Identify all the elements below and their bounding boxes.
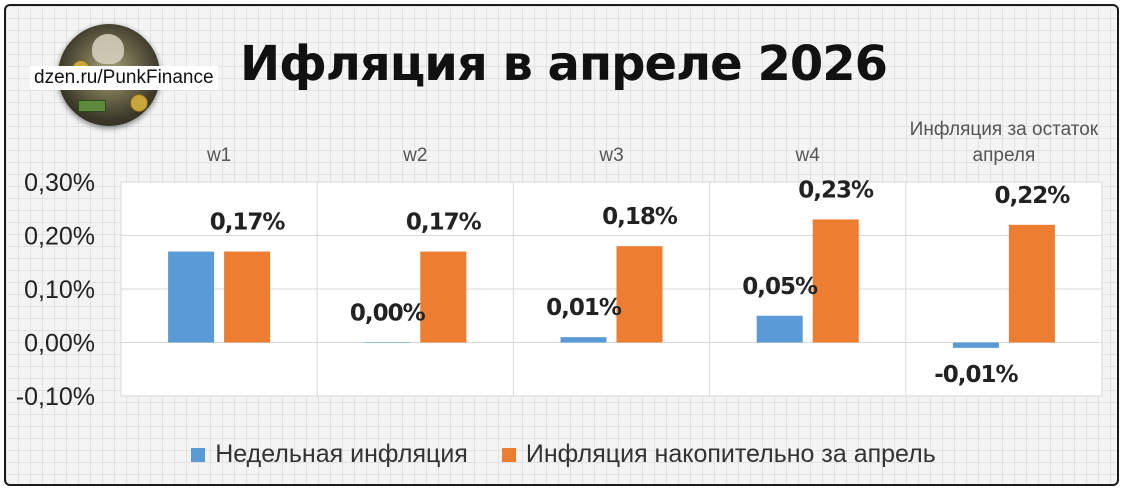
site-label: dzen.ru/PunkFinance [30, 66, 218, 90]
bar-cumulative [812, 219, 859, 343]
legend-label: Инфляция накопительно за апрель [525, 440, 936, 468]
legend-swatch [501, 447, 516, 462]
category-label: апреля [973, 145, 1036, 166]
data-label: 0,17% [210, 210, 286, 236]
chart-title: Ифляция в апреле 2026 [239, 36, 888, 92]
data-label: 0,05% [742, 274, 818, 300]
data-label: 0,00% [350, 301, 426, 327]
bar-cumulative [224, 251, 271, 343]
category-label: w3 [598, 145, 623, 166]
skull-icon [92, 34, 124, 64]
y-tick-label: 0,10% [24, 276, 95, 304]
bar-cumulative [420, 251, 467, 343]
bar-weekly [952, 342, 999, 348]
chart-legend: Недельная инфляция Инфляция накопительно … [6, 440, 1117, 469]
data-label: 0,01% [546, 295, 622, 321]
bar-chart: 0,30% 0,20% 0,10% 0,00% -0,10% w1 w2 w3 w4 Инфляц… [16, 119, 1103, 411]
bar-weekly [168, 251, 215, 343]
category-label: w2 [402, 145, 427, 166]
category-label: w4 [795, 145, 821, 166]
category-label: w1 [206, 145, 231, 166]
legend-swatch [191, 447, 206, 462]
data-label: -0,01% [934, 362, 1018, 388]
data-label: 0,17% [406, 210, 482, 236]
bar-weekly [756, 315, 803, 343]
bar-weekly [560, 337, 607, 343]
data-label: 0,22% [995, 183, 1071, 209]
y-tick-label: 0,00% [24, 330, 95, 358]
bar-cumulative [1008, 224, 1055, 343]
bar-cumulative [616, 246, 663, 343]
legend-label: Недельная инфляция [215, 440, 468, 468]
banknote-icon [78, 100, 106, 112]
bar-weekly [364, 342, 411, 343]
category-label: Инфляция за остаток [910, 119, 1099, 140]
legend-item: Недельная инфляция [191, 440, 468, 469]
legend-item: Инфляция накопительно за апрель [501, 440, 936, 469]
chart-frame: dzen.ru/PunkFinance Ифляция в апреле 202… [4, 4, 1119, 486]
y-tick-label: -0,10% [16, 383, 95, 411]
coin-icon [130, 94, 148, 112]
y-tick-label: 0,30% [24, 169, 95, 197]
y-tick-label: 0,20% [24, 223, 95, 251]
data-label: 0,23% [798, 177, 874, 203]
data-label: 0,18% [602, 204, 678, 230]
